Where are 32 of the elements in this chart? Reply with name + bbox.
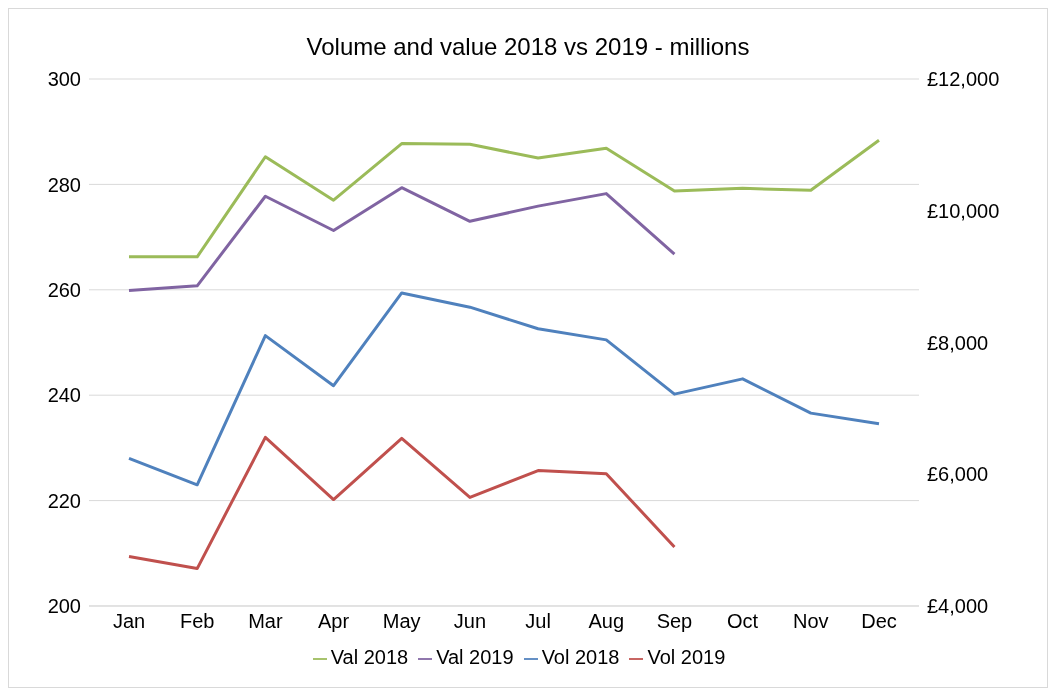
x-tick-label: Jul xyxy=(525,610,551,633)
x-tick-label: Feb xyxy=(179,610,215,633)
line-series xyxy=(127,186,676,292)
y2-tick-label: £12,000 xyxy=(927,68,1000,91)
chart-title: Volume and value 2018 vs 2019 - millions xyxy=(305,32,751,62)
y-tick-label: 240 xyxy=(47,384,81,407)
y2-tick-label: £6,000 xyxy=(927,463,989,486)
legend-label: Vol 2018 xyxy=(541,646,620,668)
y-tick-label: 220 xyxy=(47,489,81,512)
x-tick-label: Sep xyxy=(656,610,693,633)
x-tick-label: Aug xyxy=(588,610,625,633)
line-series xyxy=(127,291,881,487)
line-series xyxy=(127,138,881,259)
y2-tick-label: £4,000 xyxy=(927,595,989,618)
x-tick-label: Jan xyxy=(112,610,146,633)
x-tick-label: May xyxy=(382,610,421,633)
x-tick-label: Dec xyxy=(861,610,897,633)
x-tick-label: Mar xyxy=(248,610,283,633)
y2-tick-label: £10,000 xyxy=(927,199,1000,222)
y2-tick-label: £8,000 xyxy=(927,331,989,354)
y-tick-label: 280 xyxy=(47,173,81,196)
legend-label: Vol 2019 xyxy=(647,646,726,668)
x-tick-label: Apr xyxy=(317,610,350,633)
legend-label: Val 2018 xyxy=(330,646,409,668)
y-tick-label: 200 xyxy=(47,595,81,618)
x-tick-label: Oct xyxy=(727,610,759,633)
line-series xyxy=(127,435,676,571)
legend-label: Val 2019 xyxy=(436,646,514,668)
y-tick-label: 260 xyxy=(47,278,81,301)
y-tick-label: 300 xyxy=(47,68,81,91)
x-tick-label: Nov xyxy=(793,610,829,633)
x-tick-label: Jun xyxy=(453,610,487,633)
